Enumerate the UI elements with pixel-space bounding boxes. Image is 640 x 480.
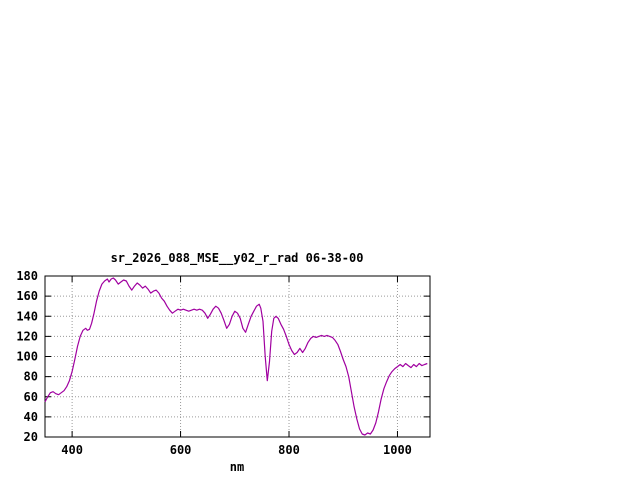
svg-text:160: 160 [16, 289, 38, 303]
svg-text:140: 140 [16, 309, 38, 323]
x-tick-labels: 400 600 800 1000 [61, 443, 412, 457]
y-tick-labels: 20 40 60 80 100 120 140 160 180 [16, 269, 38, 444]
svg-text:120: 120 [16, 329, 38, 343]
svg-text:60: 60 [24, 390, 38, 404]
svg-text:800: 800 [278, 443, 300, 457]
chart-title: sr_2026_088_MSE__y02_r_rad 06-38-00 [111, 251, 364, 266]
chart-svg: 20 40 60 80 100 120 140 160 180 400 600 800 1000 sr… [16, 251, 431, 474]
series-line [44, 277, 428, 436]
svg-text:20: 20 [24, 430, 38, 444]
svg-text:40: 40 [24, 410, 38, 424]
svg-text:180: 180 [16, 269, 38, 283]
axis-ticks [45, 275, 430, 438]
svg-text:100: 100 [16, 350, 38, 364]
spectral-radiance-chart: 20 40 60 80 100 120 140 160 180 400 600 800 1000 sr… [0, 240, 460, 480]
svg-text:1000: 1000 [383, 443, 412, 457]
svg-text:80: 80 [24, 370, 38, 384]
x-axis-label: nm [230, 460, 244, 474]
svg-text:400: 400 [61, 443, 83, 457]
chart-grid [45, 275, 430, 438]
svg-text:600: 600 [170, 443, 192, 457]
